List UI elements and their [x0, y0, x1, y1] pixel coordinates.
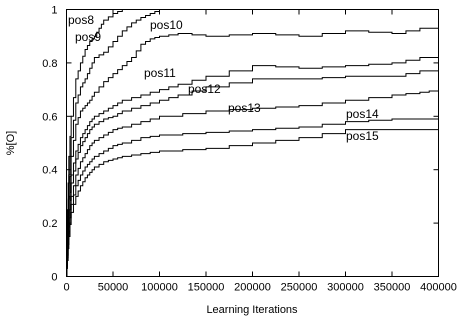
x-tick-label: 100000 [141, 282, 178, 294]
y-tick-label: 1 [51, 5, 57, 17]
series-line-pos13 [66, 89, 439, 277]
series-label-pos8: pos8 [68, 13, 94, 27]
x-tick-label: 0 [63, 282, 69, 294]
y-tick-label: 0.8 [42, 58, 57, 70]
series-layer [66, 9, 439, 277]
y-tick-label: 0.2 [42, 218, 57, 230]
series-label-pos13: pos13 [228, 101, 261, 115]
x-tick-label: 150000 [188, 282, 225, 294]
ticks-layer: 0 50000 100000 150000 200000 250000 300000 3500… [42, 5, 457, 294]
series-label-pos14: pos14 [346, 107, 379, 121]
y-tick-label: 0.4 [42, 165, 57, 177]
series-label-pos9: pos9 [75, 30, 101, 44]
series-line-pos11 [66, 57, 439, 277]
series-label-pos12: pos12 [188, 82, 221, 96]
series-label-pos11: pos11 [144, 66, 176, 80]
y-axis-title: %[O] [5, 131, 17, 155]
x-tick-label: 300000 [327, 282, 364, 294]
series-line-pos14 [66, 118, 439, 277]
series-label-pos10: pos10 [150, 18, 183, 32]
series-line-pos12 [66, 70, 439, 277]
x-tick-label: 350000 [374, 282, 411, 294]
x-tick-label: 400000 [420, 282, 457, 294]
x-tick-label: 200000 [234, 282, 271, 294]
series-line-pos9 [66, 9, 439, 277]
series-label-pos15: pos15 [346, 129, 379, 143]
y-tick-label: 0 [51, 272, 57, 284]
x-axis-title: Learning Iterations [206, 304, 298, 316]
x-tick-label: 250000 [281, 282, 318, 294]
series-line-pos15 [66, 129, 439, 277]
y-tick-label: 0.6 [42, 111, 57, 123]
series-labels-layer: pos8 pos9 pos10 pos11 pos12 pos13 pos14 pos15 [68, 13, 379, 143]
x-tick-label: 50000 [98, 282, 129, 294]
series-line-pos10 [66, 27, 439, 277]
